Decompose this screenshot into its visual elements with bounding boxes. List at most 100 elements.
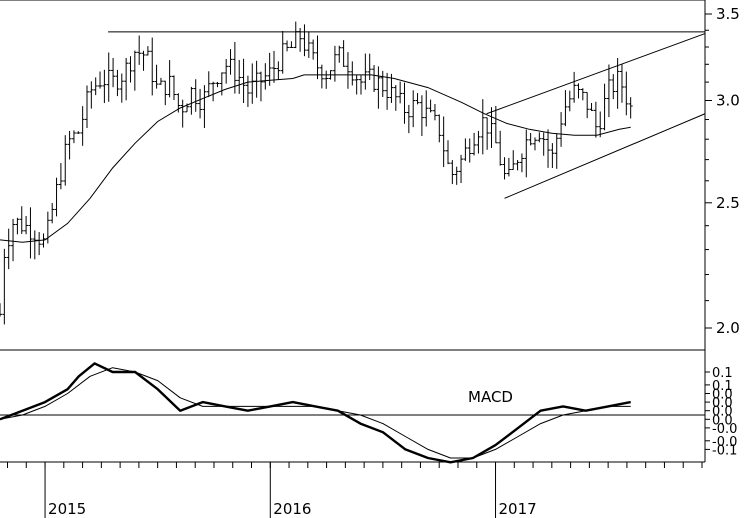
price-bar bbox=[54, 177, 59, 217]
price-bar bbox=[441, 116, 446, 168]
price-bar bbox=[219, 72, 224, 96]
price-bar bbox=[206, 71, 211, 98]
macd-tick-label: 0.0 bbox=[712, 396, 733, 411]
price-bar bbox=[467, 138, 472, 163]
price-bar bbox=[232, 41, 237, 94]
price-bar bbox=[445, 140, 450, 165]
price-bar bbox=[280, 30, 285, 74]
price-bar bbox=[306, 31, 311, 58]
price-bar bbox=[515, 160, 520, 171]
price-bar bbox=[602, 83, 607, 131]
price-bar bbox=[32, 230, 37, 260]
price-bar bbox=[28, 207, 33, 259]
price-bar bbox=[546, 129, 551, 168]
price-bar bbox=[193, 79, 198, 112]
price-bar bbox=[615, 58, 620, 109]
price-bar bbox=[241, 58, 246, 104]
price-bar bbox=[463, 138, 468, 161]
price-bar bbox=[624, 71, 629, 116]
price-bar bbox=[411, 90, 416, 128]
price-bar bbox=[398, 81, 403, 104]
price-bar bbox=[576, 83, 581, 99]
macd-line bbox=[0, 362, 631, 464]
price-bar bbox=[137, 35, 142, 65]
price-bar bbox=[345, 52, 350, 89]
price-bar bbox=[302, 24, 307, 57]
price-bar bbox=[71, 130, 76, 144]
price-bar bbox=[124, 57, 129, 101]
price-bar bbox=[215, 81, 220, 88]
price-bar bbox=[554, 133, 559, 169]
price-bar bbox=[385, 72, 390, 110]
price-bar bbox=[189, 86, 194, 115]
price-bar bbox=[619, 63, 624, 103]
price-bar bbox=[285, 40, 290, 52]
price-bar bbox=[111, 57, 116, 88]
price-trend-lines bbox=[0, 31, 706, 243]
price-bar bbox=[115, 69, 120, 97]
price-bar bbox=[211, 81, 216, 102]
price-bar bbox=[459, 154, 464, 184]
price-bar bbox=[541, 132, 546, 156]
price-bar bbox=[611, 74, 616, 100]
price-bar bbox=[419, 95, 424, 137]
channel-lower-line bbox=[504, 113, 706, 199]
x-tick-label: 2017 bbox=[499, 500, 537, 518]
price-tick-label: 3.0 bbox=[716, 91, 740, 109]
price-bar bbox=[163, 80, 168, 106]
price-bar bbox=[202, 85, 207, 129]
price-bar bbox=[376, 66, 381, 109]
price-bar bbox=[567, 90, 572, 112]
price-bar bbox=[367, 53, 372, 81]
price-bar bbox=[154, 64, 159, 89]
price-bar bbox=[0, 303, 2, 317]
price-bar bbox=[372, 65, 377, 93]
price-bar bbox=[102, 69, 107, 104]
price-bar bbox=[98, 71, 103, 89]
price-bar bbox=[128, 56, 133, 83]
price-bar bbox=[132, 50, 137, 91]
price-bar bbox=[424, 90, 429, 127]
price-bar bbox=[158, 77, 163, 85]
price-bar bbox=[406, 104, 411, 134]
price-bar bbox=[258, 71, 263, 102]
price-bar bbox=[272, 50, 277, 83]
price-bar bbox=[585, 91, 590, 119]
macd-tick-label: 0.0 bbox=[712, 405, 733, 420]
price-bar bbox=[415, 93, 420, 105]
macd-tick-label: 0.0 bbox=[712, 413, 733, 428]
price-bar bbox=[506, 157, 511, 177]
price-bar bbox=[145, 46, 150, 56]
price-tick-label: 3.5 bbox=[716, 5, 740, 23]
price-bar bbox=[319, 64, 324, 89]
price-bar bbox=[332, 45, 337, 82]
price-bar bbox=[537, 132, 542, 143]
price-bar bbox=[628, 97, 633, 119]
price-bar bbox=[224, 59, 229, 84]
price-bar bbox=[450, 160, 455, 185]
price-bar bbox=[58, 163, 63, 190]
price-bar bbox=[19, 206, 24, 234]
price-bar bbox=[6, 228, 11, 270]
price-bar bbox=[502, 157, 507, 180]
macd-tick-label: 0.1 bbox=[712, 379, 733, 394]
price-bar bbox=[11, 218, 16, 262]
price-bar bbox=[606, 64, 611, 118]
price-bar bbox=[263, 63, 268, 90]
price-bar bbox=[50, 202, 55, 224]
price-bar bbox=[572, 71, 577, 103]
price-axis-ticks: 3.5 3.0 2.5 2.0 bbox=[705, 5, 740, 337]
price-bar bbox=[393, 85, 398, 111]
price-bar bbox=[519, 153, 524, 173]
price-bar bbox=[359, 75, 364, 95]
price-bar bbox=[76, 131, 81, 134]
macd-tick-label: -0.0 bbox=[712, 435, 737, 450]
macd-annotation: MACD bbox=[468, 388, 513, 406]
macd-tick-label: 0.0 bbox=[712, 388, 733, 403]
price-bar bbox=[276, 61, 281, 80]
price-bar bbox=[485, 117, 490, 150]
price-bar bbox=[167, 60, 172, 98]
price-bar bbox=[363, 53, 368, 90]
price-bar bbox=[80, 106, 85, 146]
